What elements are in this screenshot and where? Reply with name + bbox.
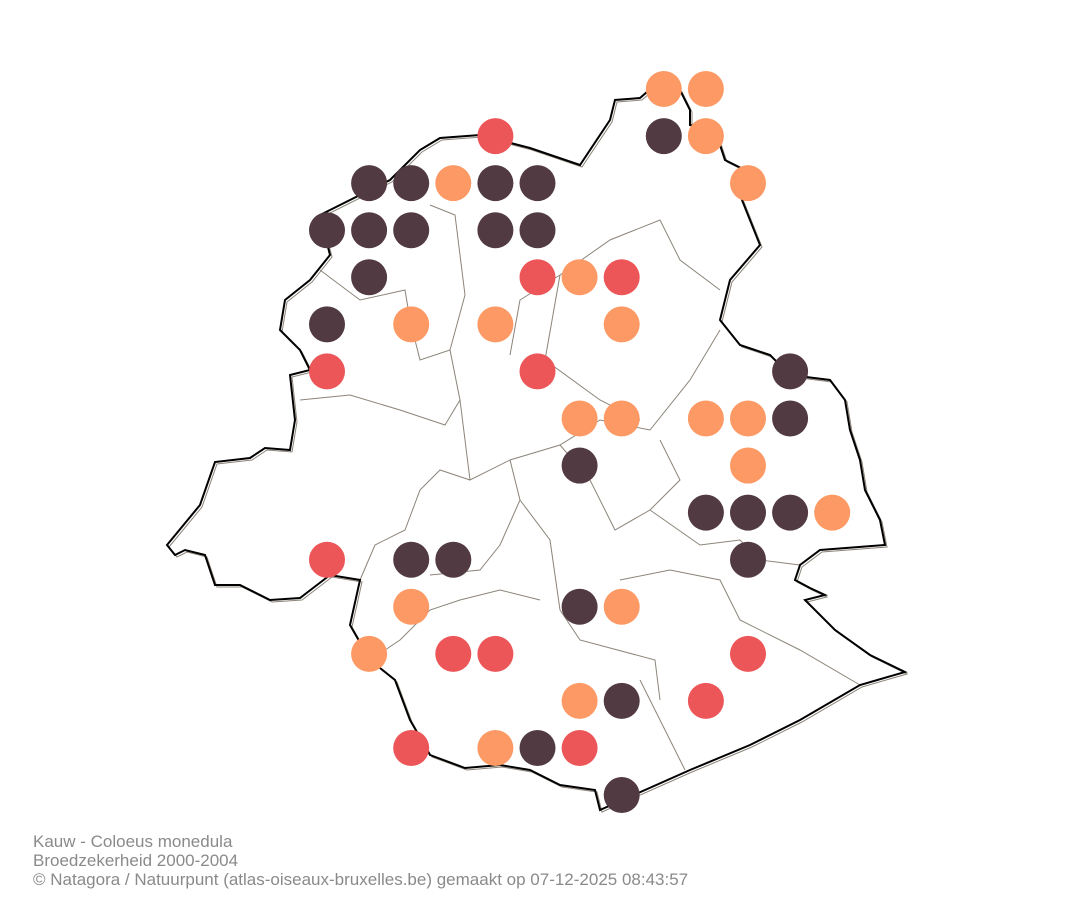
dot-possible (393, 588, 430, 625)
municipality-boundaries (299, 204, 861, 771)
municipality-line (649, 509, 801, 566)
dot-possible (561, 682, 598, 719)
dot-possible (687, 118, 724, 155)
dot-certain (730, 541, 766, 578)
dot-possible (561, 259, 598, 296)
map-caption: Kauw - Coloeus monedula Broedzekerheid 2… (33, 832, 688, 889)
map-subtitle: Broedzekerheid 2000-2004 (33, 851, 239, 870)
dot-certain (477, 212, 514, 249)
dot-possible (393, 306, 430, 343)
dot-probable (730, 635, 766, 672)
dot-certain (519, 212, 556, 249)
dot-possible (687, 71, 724, 107)
dot-possible (477, 729, 514, 766)
dot-possible (645, 71, 682, 107)
dot-possible (435, 165, 472, 202)
dot-possible (561, 400, 598, 437)
dot-possible (603, 400, 640, 437)
dot-probable (561, 729, 598, 766)
municipality-line (619, 569, 861, 686)
dot-certain (393, 541, 430, 578)
dot-possible (730, 400, 766, 437)
dot-certain (603, 682, 640, 719)
dot-probable (477, 118, 514, 155)
dot-probable (435, 635, 472, 672)
dot-certain (772, 494, 809, 531)
dot-probable (309, 353, 345, 390)
dot-possible (603, 588, 640, 625)
dot-certain (730, 494, 766, 531)
dot-certain (772, 400, 809, 437)
dot-possible (814, 494, 851, 531)
municipality-line (319, 204, 466, 361)
dot-certain (435, 541, 472, 578)
dot-possible (730, 165, 766, 202)
municipality-line (509, 219, 721, 356)
dot-certain (519, 165, 556, 202)
municipality-line (639, 679, 686, 771)
dot-possible (687, 400, 724, 437)
municipality-line (519, 499, 661, 701)
municipality-line (299, 349, 461, 426)
dot-possible (603, 306, 640, 343)
dot-probable (603, 259, 640, 296)
dot-probable (519, 259, 556, 296)
dot-probable (477, 635, 514, 672)
species-title: Kauw - Coloeus monedula (33, 832, 233, 851)
dot-possible (351, 635, 388, 672)
dot-certain (393, 165, 430, 202)
observation-dots (309, 71, 851, 814)
dot-certain (519, 729, 556, 766)
dot-certain (561, 588, 598, 625)
dot-certain (393, 212, 430, 249)
dot-certain (309, 306, 345, 343)
region-boundary (165, 83, 908, 812)
municipality-line (359, 469, 471, 581)
dot-certain (351, 165, 388, 202)
dot-certain (772, 353, 809, 390)
dot-possible (730, 447, 766, 484)
dot-possible (477, 306, 514, 343)
dot-probable (393, 729, 430, 766)
dot-certain (351, 259, 388, 296)
dot-certain (477, 165, 514, 202)
dot-certain (309, 212, 345, 249)
municipality-line (369, 589, 541, 661)
dot-probable (687, 682, 724, 719)
dot-certain (687, 494, 724, 531)
dot-probable (309, 541, 345, 578)
dot-certain (561, 447, 598, 484)
municipality-line (544, 274, 641, 421)
dot-probable (519, 353, 556, 390)
dot-certain (351, 212, 388, 249)
dot-certain (603, 777, 640, 814)
dot-certain (645, 118, 682, 155)
credit-line: © Natagora / Natuurpunt (atlas-oiseaux-b… (33, 870, 689, 889)
